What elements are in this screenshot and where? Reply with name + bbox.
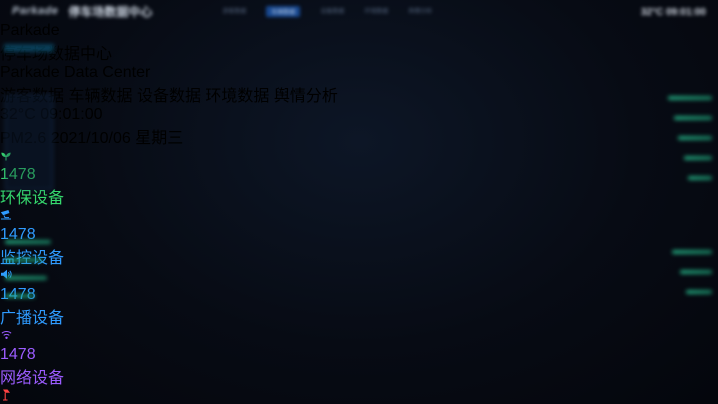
backdrop-shape — [672, 250, 712, 254]
backdrop-shape — [5, 276, 47, 280]
page-title: 停车场数据中心 Parkade Data Center — [0, 46, 151, 81]
backdrop-shape — [688, 176, 712, 180]
backdrop-nav-item: 设备数据 — [320, 8, 345, 15]
backdrop-shape — [674, 116, 712, 120]
nav-item-vehicle-data[interactable]: 车辆数据 — [68, 88, 133, 105]
nav-item-environment-data[interactable]: 环境数据 — [205, 88, 270, 105]
backdrop-header: Parkade 停车场数据中心 游客数据 车辆数据 设备数据 环境数据 舆情分析… — [0, 0, 718, 22]
backdrop-shape — [5, 95, 53, 190]
logo: Parkade — [0, 22, 60, 39]
street-lamp-icon — [3, 389, 10, 401]
backdrop-shape — [686, 290, 712, 294]
time: 09:01:00 — [40, 106, 103, 123]
backdrop-shape — [680, 270, 712, 274]
stat-cameras: 1478监控设备 — [0, 208, 718, 268]
nav-item-sentiment-analysis[interactable]: 舆情分析 — [273, 88, 338, 105]
main-nav: 游客数据 车辆数据 设备数据 环境数据 舆情分析 — [0, 88, 338, 105]
backdrop-shape — [5, 294, 35, 298]
dashboard: Parkade 停车场数据中心 Parkade Data Center 游客数据… — [0, 22, 718, 404]
backdrop-shape — [5, 240, 51, 244]
nav-item-device-data[interactable]: 设备数据 — [136, 88, 201, 105]
temperature: 32°C — [0, 106, 36, 123]
backdrop-shape — [684, 156, 712, 160]
stat-green-devices: 1478 环保设备 — [0, 148, 718, 208]
backdrop-nav-item: 游客数据 — [222, 8, 247, 15]
wifi-icon — [1, 331, 12, 339]
backdrop-shape — [678, 136, 712, 140]
backdrop-title: 停车场数据中心 — [68, 4, 153, 19]
backdrop-logo: Parkade — [12, 5, 59, 17]
backdrop-nav-item: 环境数据 — [364, 8, 389, 15]
nav-item-visitor-data[interactable]: 游客数据 — [0, 88, 65, 105]
backdrop-shape — [5, 258, 43, 262]
stat-network-devices: 1478 网络设备 — [0, 328, 718, 388]
pm-value: PM2.6 — [0, 130, 47, 147]
date: 2021/10/06 星期三 — [50, 130, 184, 147]
backdrop-nav: 游客数据 车辆数据 设备数据 环境数据 舆情分析 — [222, 5, 433, 17]
stat-street-lamps: 1478智慧路灯 — [0, 388, 718, 404]
backdrop-shape — [4, 44, 54, 52]
backdrop-nav-item: 舆情分析 — [408, 8, 433, 15]
backdrop-shape — [668, 96, 712, 100]
camera-icon — [0, 210, 11, 220]
clock: 32°C 09:01:00 PM2.6 2021/10/06 星期三 — [0, 106, 718, 148]
backdrop-nav-item: 车辆数据 — [266, 5, 301, 17]
dashboard-header: Parkade 停车场数据中心 Parkade Data Center 游客数据… — [0, 22, 718, 148]
plant-icon — [1, 152, 11, 161]
backdrop-clock: 32°C 09:01:00 — [640, 7, 706, 18]
backdrop-shape — [0, 60, 58, 73]
